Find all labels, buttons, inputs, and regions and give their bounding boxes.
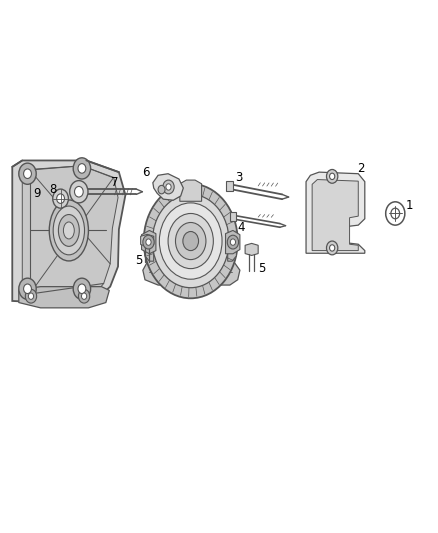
Circle shape [183,231,198,251]
Polygon shape [19,287,110,308]
Polygon shape [180,180,201,201]
Circle shape [53,189,68,208]
Circle shape [329,173,335,180]
Polygon shape [141,235,154,246]
Polygon shape [226,230,240,254]
Circle shape [176,222,206,260]
Text: 3: 3 [235,171,242,184]
Polygon shape [141,230,156,254]
Circle shape [78,284,86,294]
Polygon shape [12,160,125,303]
Circle shape [24,169,32,179]
Circle shape [163,180,174,194]
Circle shape [146,239,151,245]
Polygon shape [145,235,154,261]
Circle shape [158,185,165,194]
Circle shape [57,194,64,204]
Circle shape [70,181,88,203]
Text: 1: 1 [406,199,413,212]
Text: 9: 9 [33,187,41,200]
Ellipse shape [49,200,88,261]
Circle shape [74,187,83,197]
Circle shape [166,184,171,190]
Polygon shape [230,213,237,221]
Text: 5: 5 [258,262,265,274]
Polygon shape [153,174,184,200]
Circle shape [326,169,338,183]
Circle shape [152,195,229,288]
Circle shape [159,203,222,279]
Circle shape [386,202,405,225]
Text: 2: 2 [357,162,365,175]
Text: 7: 7 [111,176,118,189]
Circle shape [24,284,32,294]
Circle shape [326,241,338,255]
Polygon shape [306,172,365,253]
Circle shape [144,184,238,298]
Circle shape [73,278,91,300]
Ellipse shape [58,215,79,246]
Text: 4: 4 [237,221,244,234]
Circle shape [25,289,37,303]
Circle shape [78,289,90,303]
Text: 6: 6 [142,166,150,179]
Circle shape [19,163,36,184]
Circle shape [391,208,399,219]
Polygon shape [228,235,237,261]
Circle shape [81,293,87,300]
Circle shape [143,235,154,249]
Circle shape [227,235,239,249]
Circle shape [230,239,236,245]
Circle shape [329,245,335,251]
Circle shape [78,164,86,173]
Polygon shape [226,181,233,191]
Ellipse shape [64,222,74,239]
Polygon shape [143,257,240,285]
Text: 5: 5 [135,254,143,266]
Circle shape [28,293,34,300]
Text: 8: 8 [49,183,57,196]
Polygon shape [312,180,358,251]
Ellipse shape [53,206,85,255]
Polygon shape [245,244,258,255]
Circle shape [168,214,213,269]
Polygon shape [22,166,118,294]
Circle shape [73,158,91,179]
Circle shape [19,278,36,300]
